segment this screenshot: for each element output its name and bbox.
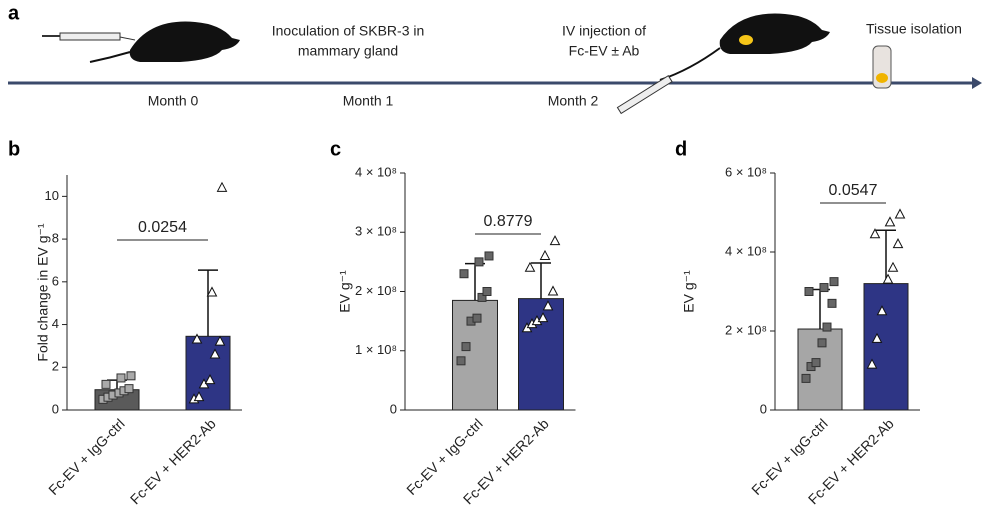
syringe xyxy=(59,32,121,41)
data-point xyxy=(871,332,883,343)
x-tick-label: Fc-EV + IgG-ctrl xyxy=(45,415,128,498)
y-tick-label: 4 × 10⁸ xyxy=(725,243,767,258)
data-point xyxy=(214,335,226,346)
step-label: Fc-EV ± Ab xyxy=(569,43,640,59)
mouse-tail xyxy=(89,51,131,63)
arrow-head xyxy=(972,77,982,89)
data-point xyxy=(549,235,561,246)
data-point xyxy=(882,273,894,284)
p-value: 0.0254 xyxy=(138,219,187,236)
month-label: Month 0 xyxy=(148,93,199,109)
data-point xyxy=(456,356,466,366)
data-point xyxy=(822,322,832,332)
data-point xyxy=(209,348,221,359)
data-point xyxy=(537,312,549,323)
y-tick-label: 6 × 10⁸ xyxy=(725,164,767,179)
data-point xyxy=(474,257,484,267)
data-point xyxy=(484,251,494,261)
month-label: Month 1 xyxy=(343,93,394,109)
data-point xyxy=(542,300,554,311)
y-tick-label: 2 × 10⁸ xyxy=(725,322,767,337)
y-tick-label: 3 × 10⁸ xyxy=(355,224,397,239)
panel-label: c xyxy=(330,138,341,160)
y-axis-label: EV g⁻¹ xyxy=(681,270,697,313)
panel-label: d xyxy=(675,138,687,160)
panel-label: a xyxy=(8,2,20,24)
data-point xyxy=(124,384,134,394)
y-tick-label: 4 × 10⁸ xyxy=(355,164,397,179)
data-point xyxy=(126,371,136,381)
y-tick-label: 4 xyxy=(52,316,59,331)
data-point xyxy=(116,373,126,383)
y-axis-label: EV g⁻¹ xyxy=(337,270,353,313)
syringe-needle xyxy=(119,36,136,41)
month-label: Month 2 xyxy=(548,93,599,109)
y-tick-label: 2 × 10⁸ xyxy=(355,283,397,298)
mouse xyxy=(129,21,240,62)
data-point xyxy=(869,228,881,239)
tumor xyxy=(739,35,753,45)
data-point xyxy=(191,333,203,344)
y-tick-label: 1 × 10⁸ xyxy=(355,342,397,357)
data-point xyxy=(894,208,906,219)
data-point xyxy=(811,358,821,368)
data-point xyxy=(804,287,814,296)
y-tick-label: 6 xyxy=(52,273,59,288)
data-point xyxy=(204,374,216,385)
data-point xyxy=(876,305,888,316)
data-point xyxy=(817,338,827,348)
data-point xyxy=(472,313,482,323)
y-axis-label: Fold change in EV g⁻¹ xyxy=(35,223,51,361)
data-point xyxy=(477,292,487,302)
data-point xyxy=(801,373,811,383)
step-label: Tissue isolation xyxy=(866,21,962,37)
data-point xyxy=(101,379,111,389)
data-point xyxy=(884,216,896,227)
syringe xyxy=(616,75,673,115)
data-point xyxy=(461,342,471,352)
data-point xyxy=(482,287,492,296)
p-value: 0.0547 xyxy=(829,182,878,199)
data-point xyxy=(459,269,469,279)
data-point xyxy=(193,391,205,402)
timeline-art xyxy=(8,13,982,115)
tissue xyxy=(876,73,888,83)
p-value: 0.8779 xyxy=(484,213,533,230)
y-tick-label: 0 xyxy=(760,401,767,416)
data-point xyxy=(887,261,899,272)
bar xyxy=(452,299,498,411)
step-label: mammary gland xyxy=(298,43,398,59)
y-tick-label: 8 xyxy=(52,231,59,246)
bar xyxy=(518,298,564,411)
bar xyxy=(863,283,909,411)
step-label: IV injection of xyxy=(562,23,646,39)
data-point xyxy=(206,286,218,297)
step-label: Inoculation of SKBR-3 in xyxy=(272,23,425,39)
data-point xyxy=(547,285,559,296)
x-tick-label: Fc-EV + HER2-Ab xyxy=(127,415,219,507)
data-point xyxy=(539,249,551,260)
y-tick-label: 0 xyxy=(390,401,397,416)
mouse-tail xyxy=(659,47,721,81)
data-point xyxy=(829,277,839,287)
y-tick-label: 10 xyxy=(45,188,59,203)
y-tick-label: 2 xyxy=(52,359,59,374)
panel-label: b xyxy=(8,138,20,160)
data-point xyxy=(892,238,904,249)
data-point xyxy=(827,298,837,308)
data-point xyxy=(866,358,878,369)
data-point xyxy=(819,283,829,293)
y-tick-label: 0 xyxy=(52,401,59,416)
data-point xyxy=(216,181,228,192)
mouse xyxy=(719,13,830,54)
data-point xyxy=(524,261,536,272)
